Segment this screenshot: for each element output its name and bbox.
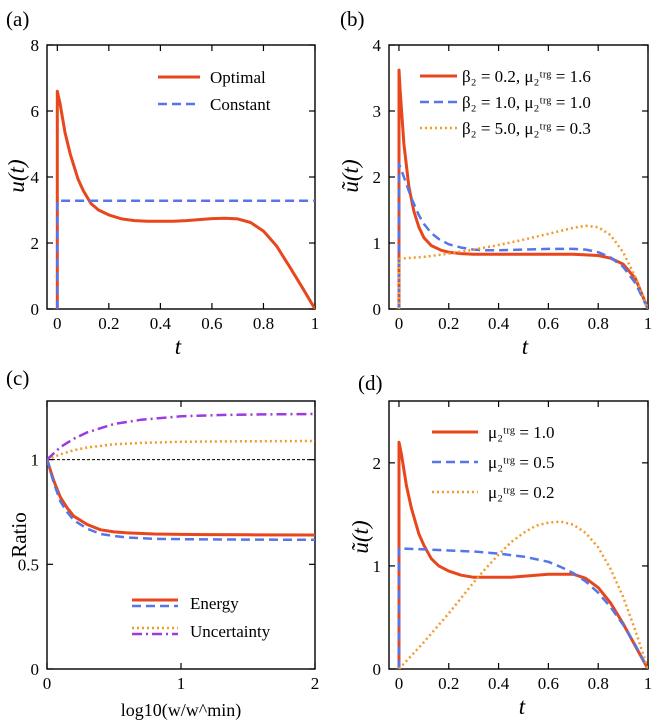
panel-d-ytick-label: 0 (373, 660, 382, 679)
panel-c-ytick-label: 1 (31, 451, 40, 470)
panel-d-xtick-label: 0.2 (438, 674, 459, 693)
panel-b-xtick-label: 0 (395, 314, 404, 333)
panel-d-legend: μ₂ᵗʳᵍ = 1.0 μ₂ᵗʳᵍ = 0.5 μ₂ᵗʳᵍ = 0.2 (432, 423, 554, 502)
panel-d-label: (d) (358, 371, 383, 395)
panel-b-series-line-orange (397, 224, 648, 309)
panel-b-ytick-label: 1 (373, 234, 382, 253)
panel-c-series-line-red (47, 459, 315, 537)
panel-b-ytick-label: 2 (373, 168, 382, 187)
panel-d-xtick-label: 0.8 (588, 674, 609, 693)
panel-c-label: (c) (6, 366, 29, 390)
panel-d-plot-frame (388, 400, 649, 670)
panel-b-legend: β₂ = 0.2, μ₂ᵗʳᵍ = 1.6 β₂ = 1.0, μ₂ᵗʳᵍ = … (420, 67, 591, 138)
panel-d-xtick-label: 1 (644, 674, 653, 693)
panel-d-series-line-red (397, 440, 648, 669)
panel-d-ylabel: ũ(t) (348, 520, 373, 553)
panel-c-ylabel: Ratio (7, 512, 31, 558)
panel-d: (d) ũ(t) t μ₂ᵗʳᵍ = 1.0 μ₂ᵗʳᵍ = 0.5 μ₂ᵗʳᵍ… (348, 371, 652, 719)
panel-d-ytick-label: 2 (373, 454, 382, 473)
panel-b-legend-label-2: β₂ = 1.0, μ₂ᵗʳᵍ = 1.0 (462, 93, 591, 112)
panel-c-legend-label-energy: Energy (190, 594, 239, 613)
panel-b-xtick-label: 0.6 (538, 314, 559, 333)
panel-c-legend: Energy Uncertainty (132, 594, 271, 641)
panel-a-xtick-label: 0 (53, 314, 62, 333)
panel-d-series-line-orange (398, 520, 648, 669)
panel-c-ytick-label: 0 (31, 660, 40, 679)
panel-b-ytick-label: 3 (373, 102, 382, 121)
panel-c-xtick-label: 2 (311, 674, 320, 693)
panel-a-label: (a) (6, 7, 29, 31)
panel-a-ytick-label: 0 (31, 300, 40, 319)
panel-b-label: (b) (340, 7, 365, 31)
panel-c-xtick-label: 0 (43, 674, 52, 693)
panel-c-series-line-orange (47, 439, 315, 461)
panel-a-xlabel: t (175, 334, 182, 359)
panel-a-ytick-label: 2 (31, 234, 40, 253)
panel-d-series-line-blue (397, 547, 648, 669)
panel-a-ylabel: u(t) (4, 159, 29, 192)
panel-d-legend-label-2: μ₂ᵗʳᵍ = 0.5 (488, 453, 554, 472)
panel-a-ytick-label: 8 (31, 36, 40, 55)
panel-c-xlabel: log10(w/w^min) (121, 700, 241, 721)
panel-b-series-line-blue (397, 162, 648, 309)
panel-c-ytick-label: 0.5 (18, 555, 39, 574)
panel-c: (c) Ratio log10(w/w^min) Energy Uncertai… (6, 366, 319, 721)
panel-a: (a) u(t) t Optimal Constant 0 0.2 0.4 0.6 0.… (4, 7, 319, 359)
panel-b-xtick-label: 1 (644, 314, 653, 333)
panel-a-xtick-label: 0.4 (150, 314, 172, 333)
panel-b: (b) ũ(t) t β₂ = 0.2, μ₂ᵗʳᵍ = 1.6 β₂ = 1.… (338, 7, 652, 359)
panel-b-xtick-label: 0.8 (588, 314, 609, 333)
panel-d-xtick-label: 0.6 (538, 674, 559, 693)
panel-b-ytick-label: 0 (373, 300, 382, 319)
panel-d-legend-label-1: μ₂ᵗʳᵍ = 1.0 (488, 423, 554, 442)
panel-a-xtick-label: 0.6 (201, 314, 222, 333)
panel-c-xtick-label: 1 (177, 674, 186, 693)
panel-d-ytick-label: 1 (373, 557, 382, 576)
panel-b-xtick-label: 0.4 (488, 314, 510, 333)
panel-a-legend-label-optimal: Optimal (210, 68, 266, 87)
panel-b-ytick-label: 4 (373, 36, 382, 55)
panel-a-xtick-label: 0.8 (253, 314, 274, 333)
panel-a-xtick-label: 1 (311, 314, 320, 333)
panel-a-legend: Optimal Constant (158, 68, 271, 114)
panel-a-series-line-blue (56, 199, 315, 309)
panel-c-legend-label-uncertainty: Uncertainty (190, 622, 271, 641)
panel-a-legend-label-constant: Constant (210, 95, 271, 114)
panel-a-ytick-label: 4 (31, 168, 40, 187)
panel-d-xtick-label: 0 (395, 674, 404, 693)
panel-a-ytick-label: 6 (31, 102, 40, 121)
panel-b-legend-label-3: β₂ = 5.0, μ₂ᵗʳᵍ = 0.3 (462, 119, 591, 138)
panel-b-legend-label-1: β₂ = 0.2, μ₂ᵗʳᵍ = 1.6 (462, 67, 591, 86)
panel-c-series-line-blue (47, 459, 315, 542)
panel-c-series-line-purple (47, 412, 315, 461)
panel-a-xtick-label: 0.2 (98, 314, 119, 333)
panel-d-legend-label-3: μ₂ᵗʳᵍ = 0.2 (488, 483, 554, 502)
panel-d-xlabel: t (519, 694, 526, 719)
panel-d-xtick-label: 0.4 (488, 674, 510, 693)
panel-a-series-line-red (55, 89, 315, 309)
panel-b-xtick-label: 0.2 (438, 314, 459, 333)
panel-b-ylabel: ũ(t) (338, 159, 363, 192)
panel-b-xlabel: t (522, 334, 529, 359)
